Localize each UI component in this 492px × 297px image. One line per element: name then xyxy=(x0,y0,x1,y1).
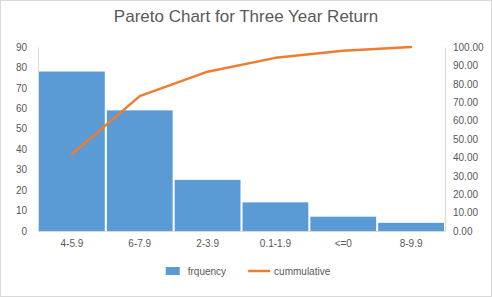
tick-label: 10 xyxy=(16,205,28,216)
y2-axis: 0.00 10.00 20.00 30.00 40.00 50.00 60.00 70.00 8… xyxy=(445,42,484,237)
tick: 30 xyxy=(16,164,38,175)
legend-swatch xyxy=(248,270,270,273)
tick-label: 100.00 xyxy=(453,42,484,53)
tick-label: 70.00 xyxy=(453,97,478,108)
legend-label: frquency xyxy=(188,266,226,277)
tick-label: 8-9.9 xyxy=(400,238,423,249)
tick: 50 xyxy=(16,123,38,134)
bar xyxy=(243,202,309,231)
line xyxy=(72,47,411,154)
tick: 4-5.9 xyxy=(61,231,84,249)
tick-label: 80.00 xyxy=(453,79,478,90)
tick: 0 xyxy=(21,226,38,237)
tick: 40 xyxy=(16,144,38,155)
tick-label: 60 xyxy=(16,103,28,114)
tick-label: 6-7.9 xyxy=(128,238,151,249)
tick: 20 xyxy=(16,185,38,196)
x-axis: 4-5.9 6-7.9 2-3.9 0.1-1.9 <=0 8-9.9 xyxy=(39,231,446,249)
tick: 40.00 xyxy=(445,152,478,163)
tick: 80.00 xyxy=(445,79,478,90)
tick-label: 40 xyxy=(16,144,28,155)
tick-label: 2-3.9 xyxy=(196,238,219,249)
tick-label: 70 xyxy=(16,83,28,94)
tick: 10.00 xyxy=(445,207,478,218)
tick-label: 30 xyxy=(16,164,28,175)
tick: 60.00 xyxy=(445,115,478,126)
bar-series xyxy=(39,72,444,231)
legend-item: cummulative xyxy=(248,266,331,277)
tick-label: 90.00 xyxy=(453,60,478,71)
tick: 90 xyxy=(16,42,38,53)
tick: 70.00 xyxy=(445,97,478,108)
chart-border xyxy=(1,1,492,297)
title: Pareto Chart for Three Year Return xyxy=(114,7,378,26)
tick-label: 0.1-1.9 xyxy=(260,238,292,249)
legend-swatch xyxy=(166,267,180,275)
plot: 0 10 20 30 40 50 60 70 80 90 0.00 10.00 20.00 30.00 40… xyxy=(16,42,484,249)
legend-item: frquency xyxy=(166,266,226,277)
tick: 30.00 xyxy=(445,171,478,182)
tick-label: 30.00 xyxy=(453,171,478,182)
tick-label: 50 xyxy=(16,123,28,134)
tick-label: 20 xyxy=(16,185,28,196)
y-axis: 0 10 20 30 40 50 60 70 80 90 xyxy=(16,42,39,237)
tick-label: 0 xyxy=(21,226,27,237)
tick-label: 10.00 xyxy=(453,207,478,218)
tick: 70 xyxy=(16,83,38,94)
bar xyxy=(310,217,376,231)
tick: 0.00 xyxy=(445,226,473,237)
tick: 0.1-1.9 xyxy=(260,231,292,249)
bar xyxy=(39,72,105,231)
marks xyxy=(39,47,444,231)
tick-label: 90 xyxy=(16,42,28,53)
y2-axis-line xyxy=(445,48,446,232)
tick-label: 80 xyxy=(16,62,28,73)
tick: 8-9.9 xyxy=(400,231,423,249)
legend: frquency cummulative xyxy=(166,266,331,277)
tick-label: 4-5.9 xyxy=(61,238,84,249)
tick: 2-3.9 xyxy=(196,231,219,249)
tick-label: 20.00 xyxy=(453,189,478,200)
tick: 90.00 xyxy=(445,60,478,71)
chart: Pareto Chart for Three Year Return 0 10 20 3… xyxy=(0,0,492,297)
tick: 6-7.9 xyxy=(128,231,151,249)
tick-label: 40.00 xyxy=(453,152,478,163)
y-axis-line xyxy=(38,48,39,232)
tick-label: 60.00 xyxy=(453,115,478,126)
tick-label: <=0 xyxy=(335,238,353,249)
tick-label: 0.00 xyxy=(453,226,473,237)
tick: 80 xyxy=(16,62,38,73)
tick: 100.00 xyxy=(445,42,484,53)
tick: 20.00 xyxy=(445,189,478,200)
tick: 60 xyxy=(16,103,38,114)
bar xyxy=(175,180,241,231)
tick: 50.00 xyxy=(445,134,478,145)
legend-label: cummulative xyxy=(274,266,331,277)
bar xyxy=(378,223,444,231)
tick: 10 xyxy=(16,205,38,216)
tick-label: 50.00 xyxy=(453,134,478,145)
bar xyxy=(107,110,173,231)
tick: <=0 xyxy=(335,231,353,249)
x-axis-line xyxy=(39,231,446,232)
